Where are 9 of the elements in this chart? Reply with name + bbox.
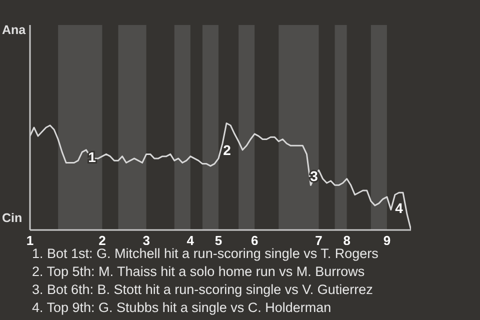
annotation: 4	[395, 200, 404, 216]
text: 4. Top 9th: G. Stubbs hit a single vs C. Holderman	[32, 299, 332, 317]
text: Ana	[2, 23, 26, 37]
text: 3. Bot 6th: B. Stott hit a run-scoring single vs V. Gutierrez	[32, 281, 374, 299]
text: Cin	[2, 211, 22, 225]
x-tick-label: 9	[383, 233, 391, 248]
x-tick-label: 1	[26, 233, 34, 248]
text: 2. Top 5th: M. Thaiss hit a solo home run vs M. Burrows	[32, 263, 366, 281]
annotation: 2	[223, 142, 232, 158]
